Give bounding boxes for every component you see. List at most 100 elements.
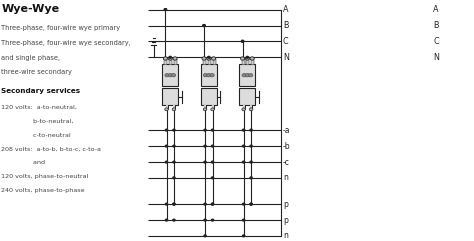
Circle shape [250,203,252,205]
Circle shape [243,145,245,147]
Text: N: N [433,53,439,62]
Circle shape [168,74,172,77]
Circle shape [208,56,210,58]
Circle shape [242,108,246,111]
Text: -a: -a [283,126,290,135]
Text: p: p [283,200,288,209]
Text: Three-phase, four-wire wye secondary,: Three-phase, four-wire wye secondary, [1,40,131,46]
Circle shape [249,108,253,111]
Circle shape [165,203,168,205]
Circle shape [173,203,175,205]
Circle shape [169,56,171,58]
Circle shape [203,25,205,27]
Circle shape [165,129,168,131]
Polygon shape [239,64,255,86]
Text: 120 volts, phase-to-neutral: 120 volts, phase-to-neutral [1,174,89,179]
Circle shape [173,145,175,147]
Text: B: B [433,21,438,30]
Circle shape [211,108,214,111]
Circle shape [168,57,172,60]
Circle shape [173,57,177,60]
Text: b-to-neutral,: b-to-neutral, [1,119,74,124]
Circle shape [242,74,246,77]
Text: three-wire secondary: three-wire secondary [1,69,73,75]
Circle shape [211,57,216,60]
Circle shape [203,25,205,27]
Text: n: n [283,231,288,240]
Circle shape [204,219,206,221]
Circle shape [243,235,245,237]
Circle shape [164,57,167,60]
Circle shape [165,74,169,77]
Circle shape [164,9,166,10]
Circle shape [211,203,214,205]
Circle shape [246,57,249,60]
Text: and single phase,: and single phase, [1,55,61,61]
Polygon shape [201,88,217,105]
Polygon shape [201,64,217,86]
Text: -b: -b [283,142,291,151]
Text: 120 volts:  a-to-neutral,: 120 volts: a-to-neutral, [1,105,77,110]
Circle shape [243,203,245,205]
Circle shape [250,203,252,205]
Circle shape [241,40,244,42]
Circle shape [173,177,175,179]
Text: Three-phase, four-wire wye primary: Three-phase, four-wire wye primary [1,25,120,31]
Text: 240 volts, phase-to-phase: 240 volts, phase-to-phase [1,188,85,193]
Circle shape [250,57,254,60]
Circle shape [172,108,176,111]
Text: -c: -c [283,158,290,167]
Text: p: p [283,216,288,225]
Text: A: A [283,5,288,14]
Text: 208 volts:  a-to-b, b-to-c, c-to-a: 208 volts: a-to-b, b-to-c, c-to-a [1,147,101,152]
Circle shape [207,74,211,77]
Text: A: A [433,5,438,14]
Circle shape [243,129,245,131]
Polygon shape [239,88,255,105]
Circle shape [211,219,214,221]
Circle shape [240,57,245,60]
Circle shape [173,203,175,205]
Circle shape [211,145,214,147]
Circle shape [250,177,252,179]
Circle shape [241,40,244,42]
Text: and: and [1,161,46,165]
Circle shape [173,129,175,131]
Text: Wye-Wye: Wye-Wye [1,4,60,13]
Circle shape [164,9,166,10]
Text: N: N [283,53,289,62]
Circle shape [204,161,206,163]
Circle shape [246,56,248,58]
Circle shape [211,161,214,163]
Circle shape [173,219,175,221]
Circle shape [172,74,175,77]
Circle shape [250,145,252,147]
Circle shape [211,203,214,205]
Circle shape [204,129,206,131]
Circle shape [246,74,249,77]
Text: c-to-neutral: c-to-neutral [1,133,71,138]
Circle shape [203,74,208,77]
Circle shape [211,129,214,131]
Circle shape [165,108,168,111]
Circle shape [210,74,214,77]
Circle shape [203,108,207,111]
Text: C: C [283,37,288,46]
Circle shape [243,161,245,163]
Circle shape [202,57,206,60]
Circle shape [204,145,206,147]
Circle shape [204,235,206,237]
Circle shape [250,161,252,163]
Circle shape [249,74,253,77]
Circle shape [250,129,252,131]
Text: n: n [283,173,288,182]
Text: B: B [283,21,288,30]
Circle shape [165,145,168,147]
Polygon shape [162,64,178,86]
Circle shape [243,219,245,221]
Polygon shape [162,88,178,105]
Circle shape [207,57,211,60]
Circle shape [211,177,214,179]
Circle shape [204,203,206,205]
Text: Secondary services: Secondary services [1,88,81,94]
